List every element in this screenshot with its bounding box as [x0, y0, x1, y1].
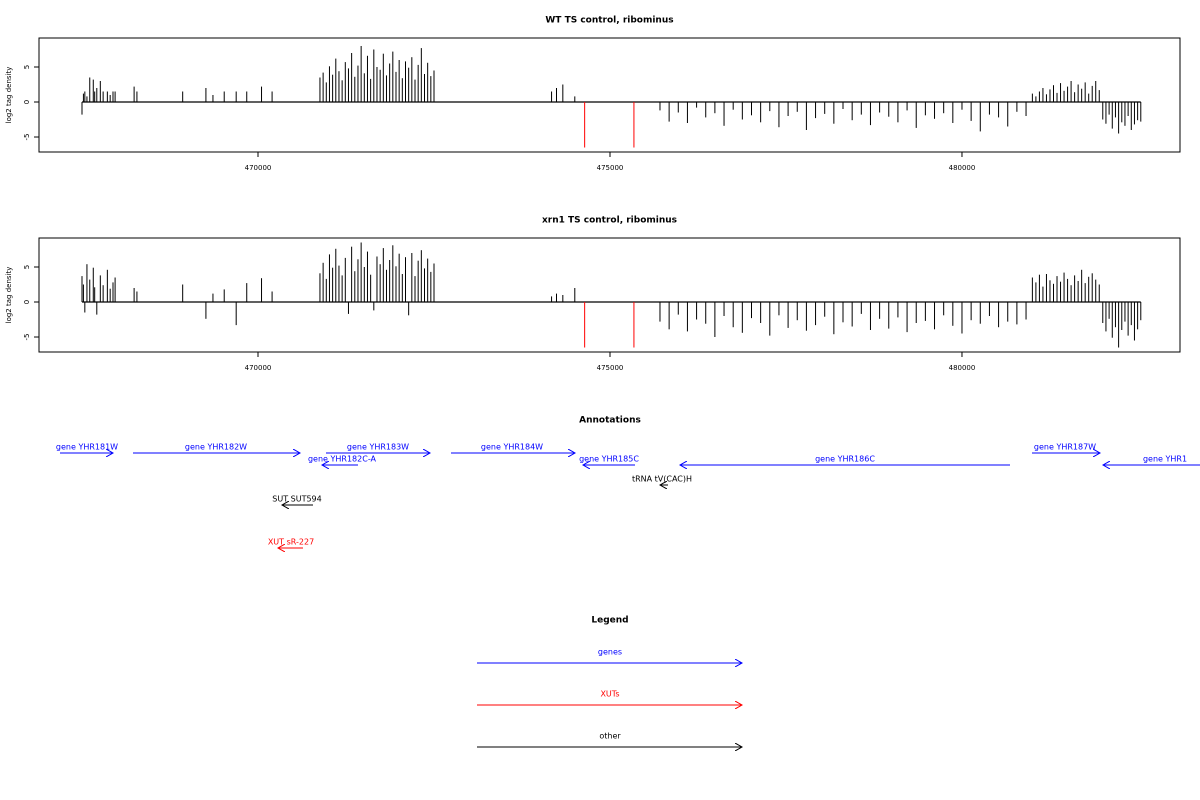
legend-title: Legend — [591, 616, 628, 626]
x-tick-label: 480000 — [949, 364, 976, 372]
annotation-label: gene YHR1 — [1143, 455, 1187, 464]
y-tick-label: 0 — [23, 300, 31, 304]
x-tick-label: 475000 — [597, 164, 624, 172]
x-tick-label: 475000 — [597, 364, 624, 372]
legend-label: other — [599, 732, 621, 741]
annotation-label: tRNA tV(CAC)H — [632, 475, 692, 484]
annotation-label: gene YHR182C-A — [308, 455, 377, 464]
y-tick-label: -5 — [23, 334, 31, 341]
y-tick-label: 5 — [23, 65, 31, 69]
y-tick-label: -5 — [23, 134, 31, 141]
annotation-label: gene YHR184W — [481, 443, 543, 452]
annotation-label: gene YHR185C — [579, 455, 639, 464]
annotation-label: gene YHR187W — [1034, 443, 1096, 452]
x-tick-label: 470000 — [245, 164, 272, 172]
plot-frame — [38, 237, 1181, 353]
annotation-label: gene YHR181W — [56, 443, 118, 452]
y-tick-label: 5 — [23, 265, 31, 269]
x-tick-label: 480000 — [949, 164, 976, 172]
chart-title: WT TS control, ribominus — [545, 16, 673, 26]
y-axis-label: log2 tag density — [5, 67, 13, 124]
annotations-title: Annotations — [579, 416, 641, 426]
plot-frame — [38, 37, 1181, 153]
legend-label: genes — [598, 648, 622, 657]
annotation-label: gene YHR182W — [185, 443, 247, 452]
annotation-label: gene YHR183W — [347, 443, 409, 452]
y-tick-label: 0 — [23, 100, 31, 104]
x-tick-label: 470000 — [245, 364, 272, 372]
annotation-label: XUT sR-227 — [268, 538, 314, 547]
y-axis-label: log2 tag density — [5, 267, 13, 324]
legend-label: XUTs — [600, 690, 619, 699]
annotation-label: SUT SUT594 — [272, 495, 321, 504]
chart-title: xrn1 TS control, ribominus — [542, 216, 677, 226]
annotation-label: gene YHR186C — [815, 455, 875, 464]
